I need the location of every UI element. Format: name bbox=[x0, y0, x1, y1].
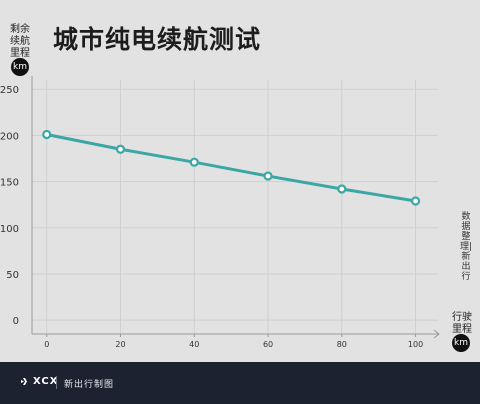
brand-mark-icon bbox=[18, 378, 27, 385]
x-tick-label: 0 bbox=[44, 340, 49, 349]
x-axis-label: 行驶 里程 bbox=[448, 312, 476, 336]
line-chart: 0 50 100 150 200 250 0 20 40 60 80 100 bbox=[0, 76, 440, 349]
footer-bar: XCX 新出行制图 bbox=[0, 362, 480, 404]
source-note: 数据整理|新出行 bbox=[460, 212, 473, 282]
x-tick-label: 60 bbox=[263, 340, 273, 349]
y-tick-label: 200 bbox=[0, 131, 19, 142]
axes bbox=[31, 76, 440, 339]
x-tick-label: 80 bbox=[337, 340, 347, 349]
data-point bbox=[337, 184, 347, 194]
y-axis-label-line: 剩余 bbox=[10, 24, 30, 35]
data-point bbox=[410, 196, 421, 206]
y-tick-label: 50 bbox=[6, 270, 19, 281]
series-line bbox=[46, 133, 416, 203]
x-unit-badge: km bbox=[452, 334, 470, 352]
grid-lines bbox=[32, 80, 438, 334]
y-tick-label: 150 bbox=[0, 178, 19, 189]
x-tick-label: 20 bbox=[115, 340, 125, 349]
x-tick-label: 100 bbox=[408, 340, 423, 349]
data-point bbox=[115, 144, 126, 154]
y-unit-badge: km bbox=[11, 58, 29, 76]
footer-caption: 新出行制图 bbox=[64, 380, 115, 390]
data-point bbox=[263, 171, 273, 181]
footer-divider bbox=[56, 376, 57, 389]
x-axis-label-line: 行驶 bbox=[452, 312, 472, 323]
y-axis-label-line: 里程 bbox=[10, 48, 30, 59]
tick-labels: 0 50 100 150 200 250 0 20 40 60 80 100 bbox=[0, 85, 423, 349]
x-axis-label-line: 里程 bbox=[452, 324, 472, 335]
x-axis-arrow-icon bbox=[433, 329, 440, 339]
y-tick-label: 250 bbox=[0, 85, 19, 96]
x-tick-label: 40 bbox=[189, 340, 199, 349]
brand-logo: XCX bbox=[18, 376, 58, 387]
brand-name: XCX bbox=[33, 376, 59, 387]
y-axis-label: 剩余 续航 里程 bbox=[9, 24, 31, 60]
data-point bbox=[42, 129, 52, 140]
chart-title: 城市纯电续航测试 bbox=[53, 25, 262, 54]
data-point bbox=[189, 157, 199, 167]
series bbox=[42, 129, 421, 206]
y-tick-label: 100 bbox=[0, 224, 19, 235]
y-tick-label: 0 bbox=[13, 316, 19, 327]
y-axis-label-line: 续航 bbox=[10, 36, 30, 47]
